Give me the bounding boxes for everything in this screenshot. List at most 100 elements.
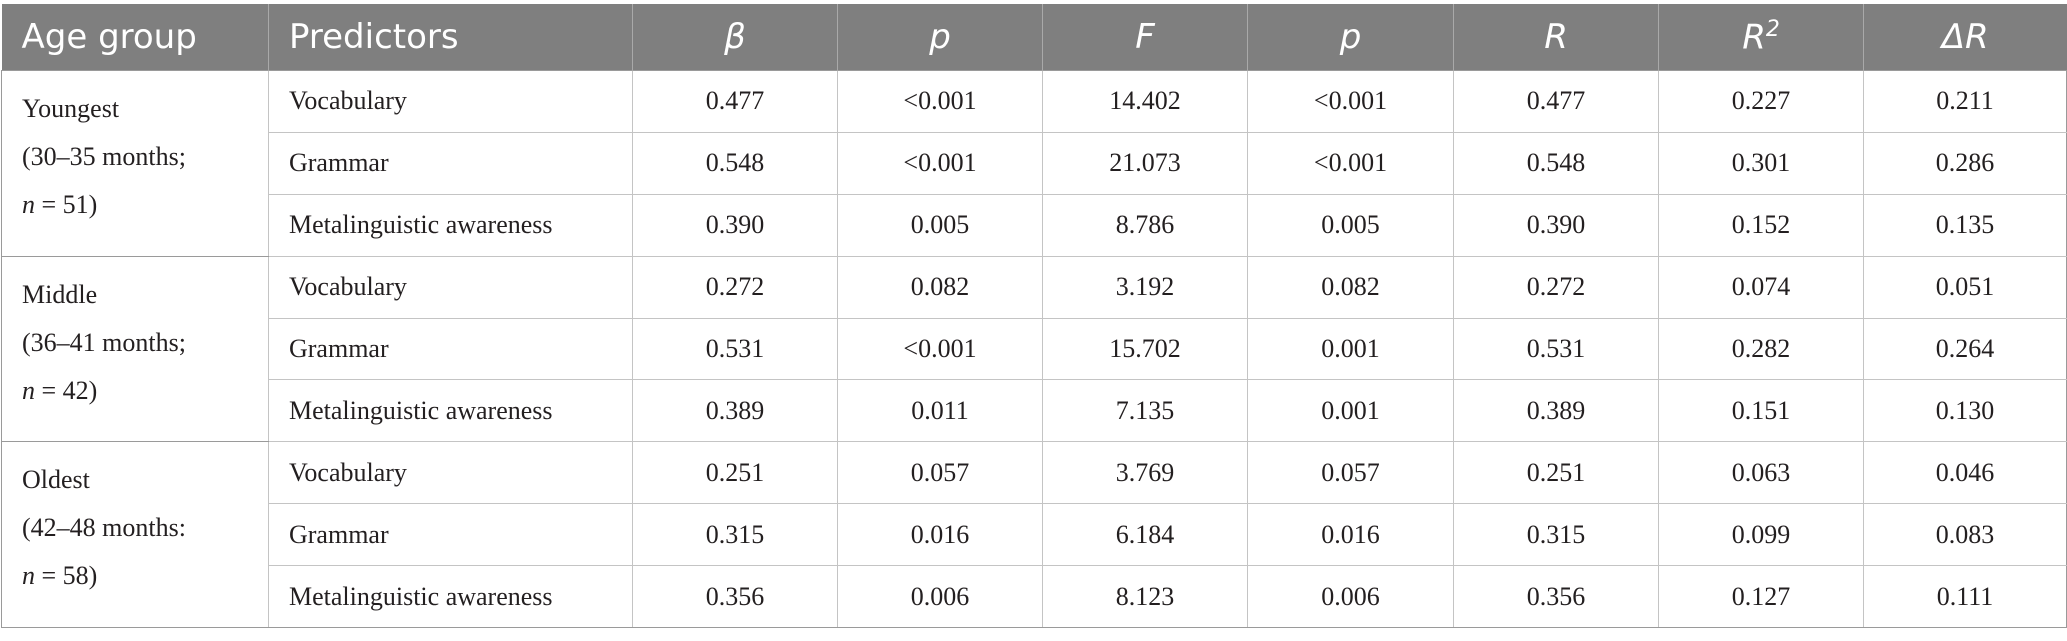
age-group-cell: Oldest (42–48 months: n = 58) bbox=[1, 441, 269, 628]
delta-r-cell: 0.286 bbox=[1863, 131, 2067, 195]
p-beta-cell: 0.082 bbox=[837, 255, 1043, 319]
age-group-n: n = 51) bbox=[22, 181, 248, 229]
r-cell: 0.390 bbox=[1453, 193, 1659, 257]
age-group-n: n = 42) bbox=[22, 367, 248, 415]
age-group-cell: Youngest (30–35 months; n = 51) bbox=[1, 70, 269, 257]
beta-cell: 0.389 bbox=[632, 379, 838, 443]
n-symbol: n bbox=[22, 375, 35, 405]
p-f-cell: 0.016 bbox=[1247, 503, 1454, 566]
r-cell: 0.548 bbox=[1453, 131, 1659, 195]
delta-r-cell: 0.135 bbox=[1863, 193, 2067, 257]
predictor-cell: Vocabulary bbox=[268, 70, 633, 133]
col-predictors: Predictors bbox=[268, 4, 633, 71]
table-row: Middle (36–41 months; n = 42) Vocabulary 0.2… bbox=[1, 255, 2067, 443]
regression-table: Age group Predictors β p F p R R2 ΔR You… bbox=[1, 4, 2067, 628]
predictor-cell: Grammar bbox=[268, 503, 633, 566]
header-row: Age group Predictors β p F p R R2 ΔR bbox=[1, 4, 2067, 71]
r-cell: 0.315 bbox=[1453, 503, 1659, 566]
f-cell: 3.769 bbox=[1042, 441, 1248, 505]
table-row: Grammar 0.548 <0.001 21.073 <0.001 0.548 0.301… bbox=[2, 131, 2067, 195]
predictor-cell: Metalinguistic awareness bbox=[268, 379, 633, 443]
beta-cell: 0.272 bbox=[632, 255, 838, 319]
p-f-cell: 0.057 bbox=[1247, 441, 1454, 505]
col-r-squared: R2 bbox=[1658, 4, 1864, 71]
col-p-beta: p bbox=[837, 4, 1043, 71]
r-squared-cell: 0.151 bbox=[1658, 379, 1864, 443]
r-squared-cell: 0.152 bbox=[1658, 193, 1864, 257]
delta-r-cell: 0.211 bbox=[1863, 70, 2067, 133]
table-row: Metalinguistic awareness 0.390 0.005 8.786 0… bbox=[2, 193, 2067, 257]
predictor-cell: Vocabulary bbox=[268, 255, 633, 319]
f-cell: 8.123 bbox=[1042, 565, 1248, 628]
predictor-cell: Metalinguistic awareness bbox=[268, 193, 633, 257]
f-cell: 14.402 bbox=[1042, 70, 1248, 133]
p-beta-cell: 0.005 bbox=[837, 193, 1043, 257]
col-f: F bbox=[1042, 4, 1248, 71]
p-beta-cell: <0.001 bbox=[837, 70, 1043, 133]
delta-r-cell: 0.046 bbox=[1863, 441, 2067, 505]
f-cell: 15.702 bbox=[1042, 317, 1248, 381]
r-cell: 0.272 bbox=[1453, 255, 1659, 319]
r-cell: 0.389 bbox=[1453, 379, 1659, 443]
r-cell: 0.477 bbox=[1453, 70, 1659, 133]
r-squared-cell: 0.063 bbox=[1658, 441, 1864, 505]
delta-r-cell: 0.083 bbox=[1863, 503, 2067, 566]
p-beta-cell: 0.016 bbox=[837, 503, 1043, 566]
p-f-cell: 0.006 bbox=[1247, 565, 1454, 628]
p-f-cell: 0.005 bbox=[1247, 193, 1454, 257]
beta-cell: 0.548 bbox=[632, 131, 838, 195]
f-cell: 8.786 bbox=[1042, 193, 1248, 257]
delta-r-cell: 0.111 bbox=[1863, 565, 2067, 628]
beta-cell: 0.531 bbox=[632, 317, 838, 381]
beta-cell: 0.251 bbox=[632, 441, 838, 505]
n-value: = 58) bbox=[35, 561, 98, 591]
age-group-cell: Middle (36–41 months; n = 42) bbox=[1, 255, 269, 443]
p-beta-cell: 0.006 bbox=[837, 565, 1043, 628]
predictor-cell: Metalinguistic awareness bbox=[268, 565, 633, 628]
predictor-cell: Grammar bbox=[268, 131, 633, 195]
n-value: = 42) bbox=[35, 375, 98, 405]
predictor-cell: Grammar bbox=[268, 317, 633, 381]
table-row: Metalinguistic awareness 0.389 0.011 7.135 0… bbox=[2, 379, 2067, 443]
col-age-group: Age group bbox=[1, 4, 269, 71]
table-row: Metalinguistic awareness 0.356 0.006 8.123 0… bbox=[2, 565, 2067, 628]
table-row: Grammar 0.315 0.016 6.184 0.016 0.315 0.099 0.0… bbox=[2, 503, 2067, 566]
f-cell: 7.135 bbox=[1042, 379, 1248, 443]
age-group-name: Oldest bbox=[22, 465, 90, 495]
col-delta-r: ΔR bbox=[1863, 4, 2067, 71]
p-beta-cell: 0.011 bbox=[837, 379, 1043, 443]
f-cell: 6.184 bbox=[1042, 503, 1248, 566]
r-squared-cell: 0.099 bbox=[1658, 503, 1864, 566]
r-squared-cell: 0.301 bbox=[1658, 131, 1864, 195]
r-cell: 0.531 bbox=[1453, 317, 1659, 381]
beta-cell: 0.315 bbox=[632, 503, 838, 566]
r-cell: 0.251 bbox=[1453, 441, 1659, 505]
p-f-cell: <0.001 bbox=[1247, 131, 1454, 195]
r-squared-cell: 0.127 bbox=[1658, 565, 1864, 628]
n-value: = 51) bbox=[35, 190, 98, 219]
p-beta-cell: 0.057 bbox=[837, 441, 1043, 505]
p-f-cell: 0.001 bbox=[1247, 317, 1454, 381]
n-symbol: n bbox=[22, 190, 35, 219]
col-r: R bbox=[1453, 4, 1659, 71]
r-squared-cell: 0.282 bbox=[1658, 317, 1864, 381]
age-group-name: Middle bbox=[22, 279, 98, 309]
beta-cell: 0.356 bbox=[632, 565, 838, 628]
beta-cell: 0.477 bbox=[632, 70, 838, 133]
table-row: Youngest (30–35 months; n = 51) Vocabulary 0… bbox=[1, 70, 2067, 257]
p-beta-cell: <0.001 bbox=[837, 317, 1043, 381]
delta-r-cell: 0.264 bbox=[1863, 317, 2067, 381]
age-group-range: (30–35 months; bbox=[22, 142, 186, 171]
age-group-range: (42–48 months: bbox=[22, 513, 186, 543]
r-squared-cell: 0.227 bbox=[1658, 70, 1864, 133]
col-p-f: p bbox=[1247, 4, 1454, 71]
beta-cell: 0.390 bbox=[632, 193, 838, 257]
p-f-cell: 0.082 bbox=[1247, 255, 1454, 319]
table-body: Youngest (30–35 months; n = 51) Vocabulary 0… bbox=[1, 70, 2067, 628]
age-group-n: n = 58) bbox=[22, 552, 248, 600]
r-cell: 0.356 bbox=[1453, 565, 1659, 628]
p-f-cell: 0.001 bbox=[1247, 379, 1454, 443]
age-group-name: Youngest bbox=[22, 94, 120, 123]
f-cell: 3.192 bbox=[1042, 255, 1248, 319]
table-row: Grammar 0.531 <0.001 15.702 0.001 0.531 0.282 0… bbox=[2, 317, 2067, 381]
